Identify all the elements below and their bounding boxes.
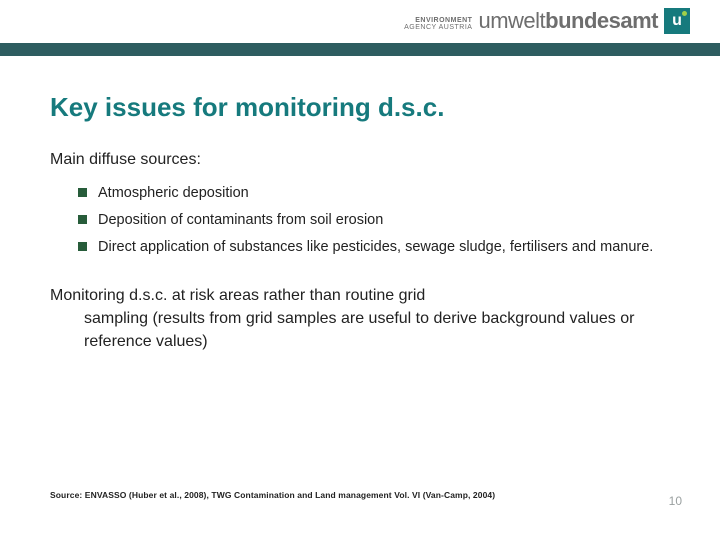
paragraph-rest: sampling (results from grid samples are …: [50, 307, 660, 353]
header-strip: [0, 43, 720, 56]
body-paragraph: Monitoring d.s.c. at risk areas rather t…: [50, 284, 670, 354]
slide-content: Key issues for monitoring d.s.c. Main di…: [0, 56, 720, 354]
brand-light: umwelt: [478, 8, 545, 33]
logo-block: ENVIRONMENT AGENCY AUSTRIA umweltbundesa…: [404, 8, 690, 34]
subheading: Main diffuse sources:: [50, 151, 670, 169]
slide-header: ENVIRONMENT AGENCY AUSTRIA umweltbundesa…: [0, 0, 720, 56]
paragraph-first-line: Monitoring d.s.c. at risk areas rather t…: [50, 287, 425, 304]
bullet-list: Atmospheric deposition Deposition of con…: [50, 183, 670, 258]
slide-title: Key issues for monitoring d.s.c.: [50, 92, 670, 123]
brand-wordmark: umweltbundesamt: [478, 8, 658, 34]
brand-bold: bundesamt: [545, 8, 658, 33]
logo-icon: u: [664, 8, 690, 34]
list-item: Atmospheric deposition: [78, 183, 670, 204]
slide: ENVIRONMENT AGENCY AUSTRIA umweltbundesa…: [0, 0, 720, 540]
agency-line2: AGENCY AUSTRIA: [404, 24, 472, 31]
page-number: 10: [669, 494, 682, 508]
agency-text: ENVIRONMENT AGENCY AUSTRIA: [404, 17, 472, 31]
agency-line1: ENVIRONMENT: [415, 17, 472, 24]
list-item: Direct application of substances like pe…: [78, 237, 670, 258]
logo-letter: u: [672, 12, 682, 30]
list-item: Deposition of contaminants from soil ero…: [78, 210, 670, 231]
source-citation: Source: ENVASSO (Huber et al., 2008), TW…: [50, 490, 495, 500]
